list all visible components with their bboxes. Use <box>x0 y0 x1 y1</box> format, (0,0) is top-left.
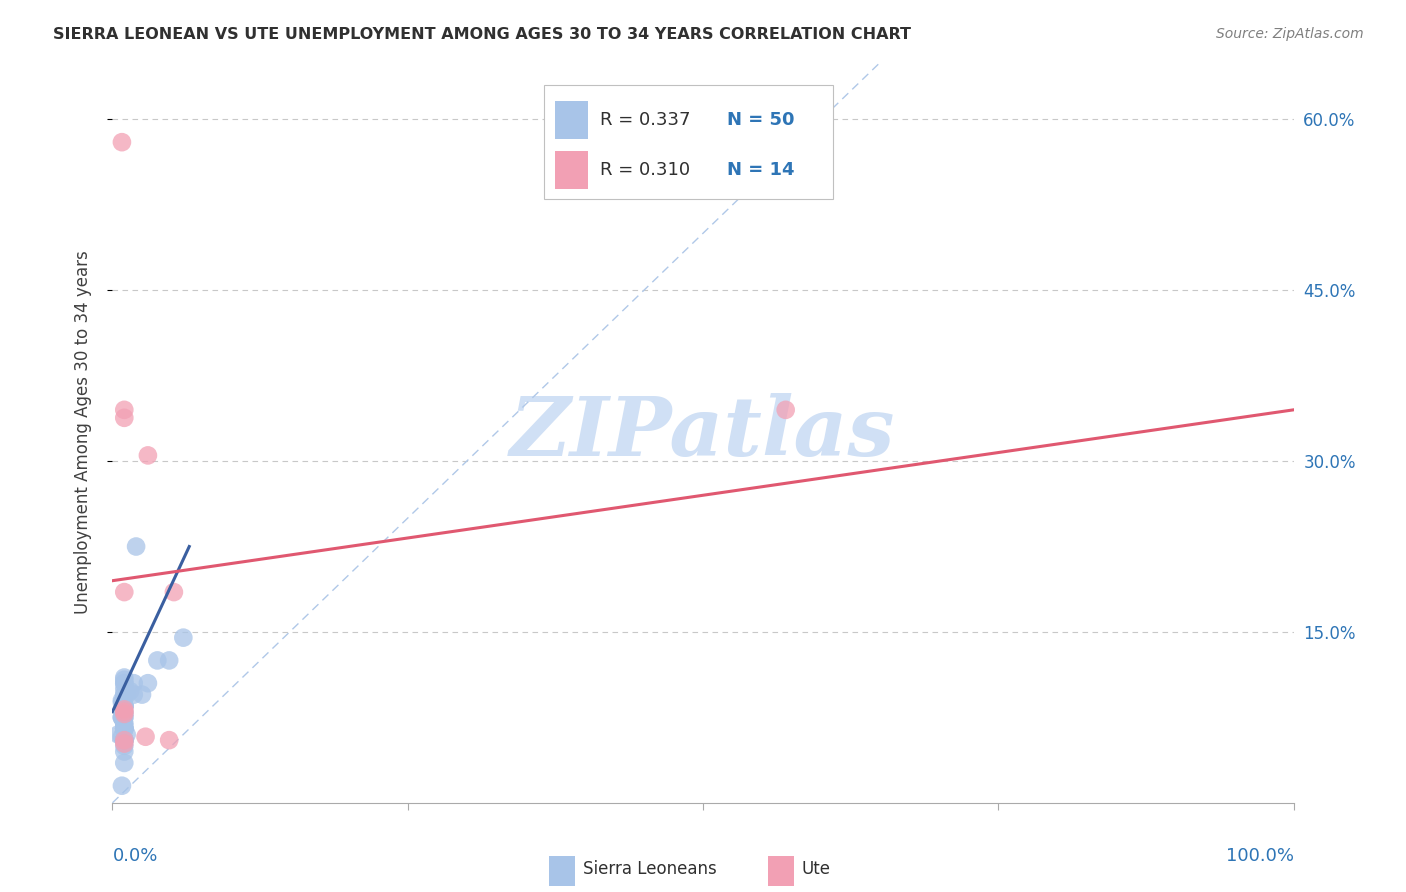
FancyBboxPatch shape <box>550 856 575 886</box>
Point <box>112 698 135 713</box>
Point <box>112 402 135 417</box>
Point <box>112 722 135 736</box>
Text: N = 50: N = 50 <box>727 112 794 129</box>
Point <box>112 706 135 721</box>
Point <box>112 718 135 732</box>
Point <box>112 710 135 724</box>
Point <box>111 710 134 724</box>
Text: 0.0%: 0.0% <box>112 847 157 865</box>
Point <box>125 540 148 554</box>
Point <box>120 684 142 698</box>
Point <box>112 698 135 713</box>
Text: R = 0.337: R = 0.337 <box>600 112 690 129</box>
Text: R = 0.310: R = 0.310 <box>600 161 690 178</box>
Point <box>112 698 135 713</box>
Point <box>112 688 135 702</box>
Point <box>112 737 135 751</box>
Point <box>111 693 134 707</box>
Point <box>111 135 134 149</box>
Point <box>112 681 135 696</box>
Text: SIERRA LEONEAN VS UTE UNEMPLOYMENT AMONG AGES 30 TO 34 YEARS CORRELATION CHART: SIERRA LEONEAN VS UTE UNEMPLOYMENT AMONG… <box>53 27 911 42</box>
Point <box>112 698 135 713</box>
FancyBboxPatch shape <box>768 856 794 886</box>
Point <box>112 745 135 759</box>
Point <box>111 710 134 724</box>
Text: N = 14: N = 14 <box>727 161 794 178</box>
Point <box>122 688 145 702</box>
Point <box>112 733 135 747</box>
Point <box>157 653 180 667</box>
Point <box>112 706 135 721</box>
Point <box>775 402 797 417</box>
Point <box>136 449 159 463</box>
Point <box>115 727 138 741</box>
Point <box>157 733 180 747</box>
Point <box>112 710 135 724</box>
Point <box>112 688 135 702</box>
Point <box>111 710 134 724</box>
Point <box>112 702 135 716</box>
FancyBboxPatch shape <box>555 101 589 139</box>
Point <box>112 733 135 747</box>
Point <box>112 676 135 690</box>
Point <box>112 673 135 687</box>
Point <box>122 676 145 690</box>
Point <box>112 410 135 425</box>
Point <box>112 739 135 753</box>
Point <box>112 722 135 736</box>
Point <box>146 653 169 667</box>
FancyBboxPatch shape <box>544 85 832 200</box>
Point <box>163 585 186 599</box>
Point <box>172 631 194 645</box>
Point <box>107 727 129 741</box>
Point <box>112 676 135 690</box>
Point <box>131 688 153 702</box>
Point <box>112 722 135 736</box>
Point <box>111 779 134 793</box>
Point <box>112 733 135 747</box>
Point <box>115 688 138 702</box>
Point <box>112 756 135 770</box>
Point <box>112 698 135 713</box>
Y-axis label: Unemployment Among Ages 30 to 34 years: Unemployment Among Ages 30 to 34 years <box>73 251 91 615</box>
Point <box>112 722 135 736</box>
Text: ZIPatlas: ZIPatlas <box>510 392 896 473</box>
Point <box>112 733 135 747</box>
Text: 100.0%: 100.0% <box>1226 847 1294 865</box>
Text: Source: ZipAtlas.com: Source: ZipAtlas.com <box>1216 27 1364 41</box>
Point <box>135 730 157 744</box>
Point <box>112 705 135 719</box>
Point <box>112 585 135 599</box>
Point <box>112 671 135 685</box>
Point <box>112 733 135 747</box>
FancyBboxPatch shape <box>555 151 589 189</box>
Point <box>111 696 134 710</box>
Point <box>112 705 135 719</box>
Text: Ute: Ute <box>801 861 830 879</box>
Point <box>112 733 135 747</box>
Point <box>112 716 135 731</box>
Point <box>136 676 159 690</box>
Point <box>112 722 135 736</box>
Text: Sierra Leoneans: Sierra Leoneans <box>582 861 716 879</box>
Point <box>111 730 134 744</box>
